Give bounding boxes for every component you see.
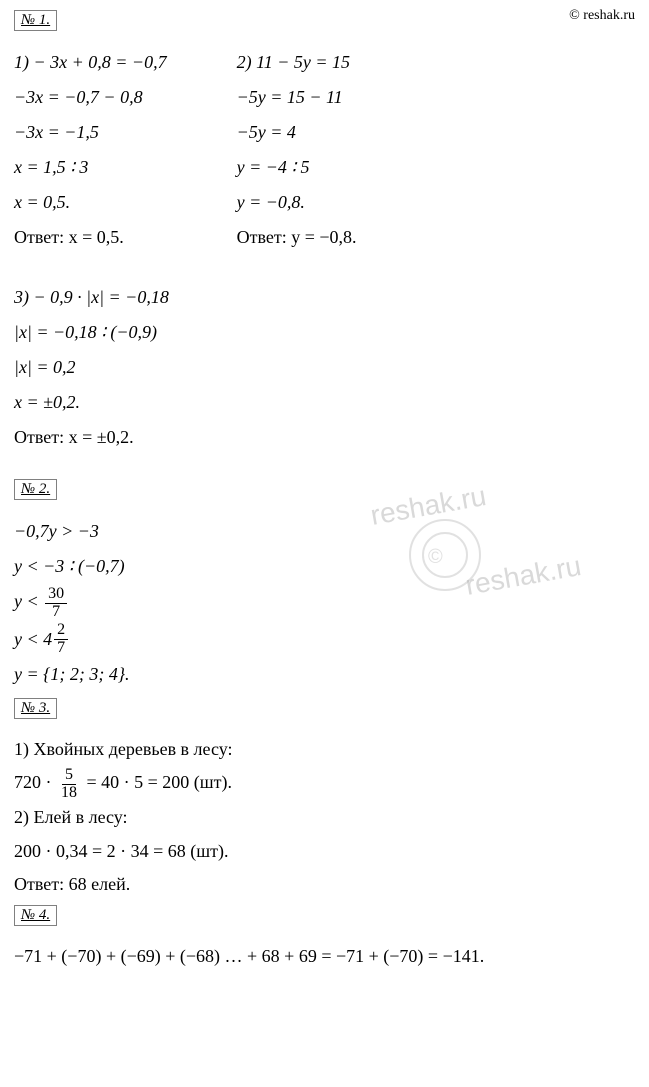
p1p3-line3: |x| = 0,2	[14, 350, 635, 385]
p1c1-line1: 1) − 3x + 0,8 = −0,7	[14, 45, 167, 80]
p1c2-line4: y = −4 ∶ 5	[237, 150, 357, 185]
p1c2-line5: y = −0,8.	[237, 185, 357, 220]
problem-3: № 3. 1) Хвойных деревьев в лесу: 720 · 5…	[14, 698, 635, 901]
problem-4: № 4. −71 + (−70) + (−69) + (−68) … + 68 …	[14, 905, 635, 973]
p2-line1: −0,7y > −3	[14, 514, 635, 549]
p4-line1: −71 + (−70) + (−69) + (−68) … + 68 + 69 …	[14, 940, 635, 973]
p2-line5: y = {1; 2; 3; 4}.	[14, 657, 635, 692]
p3-answer: Ответ: 68 елей.	[14, 868, 635, 901]
p1c2-line2: −5y = 15 − 11	[237, 80, 357, 115]
copyright-text: © reshak.ru	[569, 8, 635, 24]
p1c2-answer: Ответ: y = −0,8.	[237, 220, 357, 255]
p1p3-answer: Ответ: x = ±0,2.	[14, 420, 635, 455]
p1c1-line2: −3x = −0,7 − 0,8	[14, 80, 167, 115]
problem-1-col-2: 2) 11 − 5y = 15 −5y = 15 − 11 −5y = 4 y …	[237, 45, 357, 256]
p3-line4: 200 · 0,34 = 2 · 34 = 68 (шт).	[14, 835, 635, 868]
p2-line4: y < 427	[14, 620, 635, 656]
p2-line2: y < −3 ∶ (−0,7)	[14, 549, 635, 584]
problem-1-columns: 1) − 3x + 0,8 = −0,7 −3x = −0,7 − 0,8 −3…	[14, 45, 635, 256]
problem-4-label: № 4.	[14, 905, 57, 926]
problem-2-label: № 2.	[14, 479, 57, 500]
problem-3-label: № 3.	[14, 698, 57, 719]
p3-line3: 2) Елей в лесу:	[14, 801, 635, 834]
p1c1-answer: Ответ: x = 0,5.	[14, 220, 167, 255]
p1c2-line3: −5y = 4	[237, 115, 357, 150]
p1p3-line4: x = ±0,2.	[14, 385, 635, 420]
p1c1-line4: x = 1,5 ∶ 3	[14, 150, 167, 185]
problem-2: № 2. −0,7y > −3 y < −3 ∶ (−0,7) y < 307 …	[14, 479, 635, 692]
p1c1-line3: −3x = −1,5	[14, 115, 167, 150]
problem-1: № 1. 1) − 3x + 0,8 = −0,7 −3x = −0,7 − 0…	[14, 10, 635, 455]
p1c1-line5: x = 0,5.	[14, 185, 167, 220]
problem-1-label: № 1.	[14, 10, 57, 31]
problem-1-col-1: 1) − 3x + 0,8 = −0,7 −3x = −0,7 − 0,8 −3…	[14, 45, 167, 256]
p1p3-line2: |x| = −0,18 ∶ (−0,9)	[14, 315, 635, 350]
p2-line3: y < 307	[14, 584, 635, 620]
p1c2-line1: 2) 11 − 5y = 15	[237, 45, 357, 80]
problem-1-part-3: 3) − 0,9 · |x| = −0,18 |x| = −0,18 ∶ (−0…	[14, 280, 635, 455]
p3-line1: 1) Хвойных деревьев в лесу:	[14, 733, 635, 766]
p1p3-line1: 3) − 0,9 · |x| = −0,18	[14, 280, 635, 315]
p3-line2: 720 · 518 = 40 · 5 = 200 (шт).	[14, 766, 635, 801]
